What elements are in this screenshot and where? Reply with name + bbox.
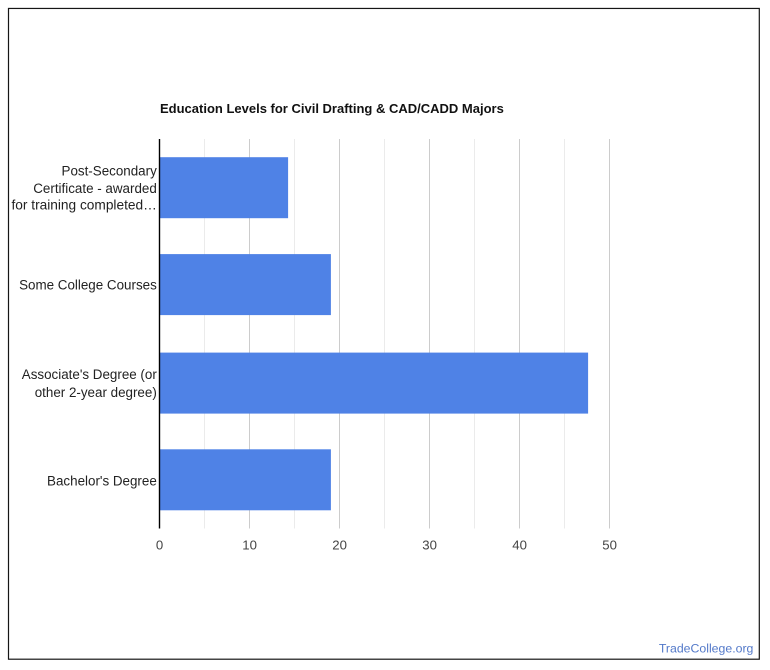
svg-text:for training completed…: for training completed… [11, 198, 156, 213]
svg-text:20: 20 [332, 537, 347, 552]
svg-text:50: 50 [602, 537, 617, 552]
svg-text:other 2-year degree): other 2-year degree) [35, 385, 157, 400]
svg-text:40: 40 [512, 537, 527, 552]
svg-text:TradeCollege.org: TradeCollege.org [659, 641, 754, 655]
svg-text:10: 10 [242, 537, 257, 552]
svg-text:Associate's Degree (or: Associate's Degree (or [22, 367, 158, 382]
svg-text:30: 30 [422, 537, 437, 552]
svg-text:Bachelor's Degree: Bachelor's Degree [47, 473, 157, 488]
svg-text:Certificate - awarded: Certificate - awarded [33, 181, 157, 196]
svg-text:Education Levels for Civil Dra: Education Levels for Civil Drafting & CA… [160, 101, 504, 116]
svg-text:Some College Courses: Some College Courses [19, 278, 157, 293]
svg-text:Post-Secondary: Post-Secondary [62, 164, 158, 179]
svg-text:0: 0 [156, 537, 163, 552]
